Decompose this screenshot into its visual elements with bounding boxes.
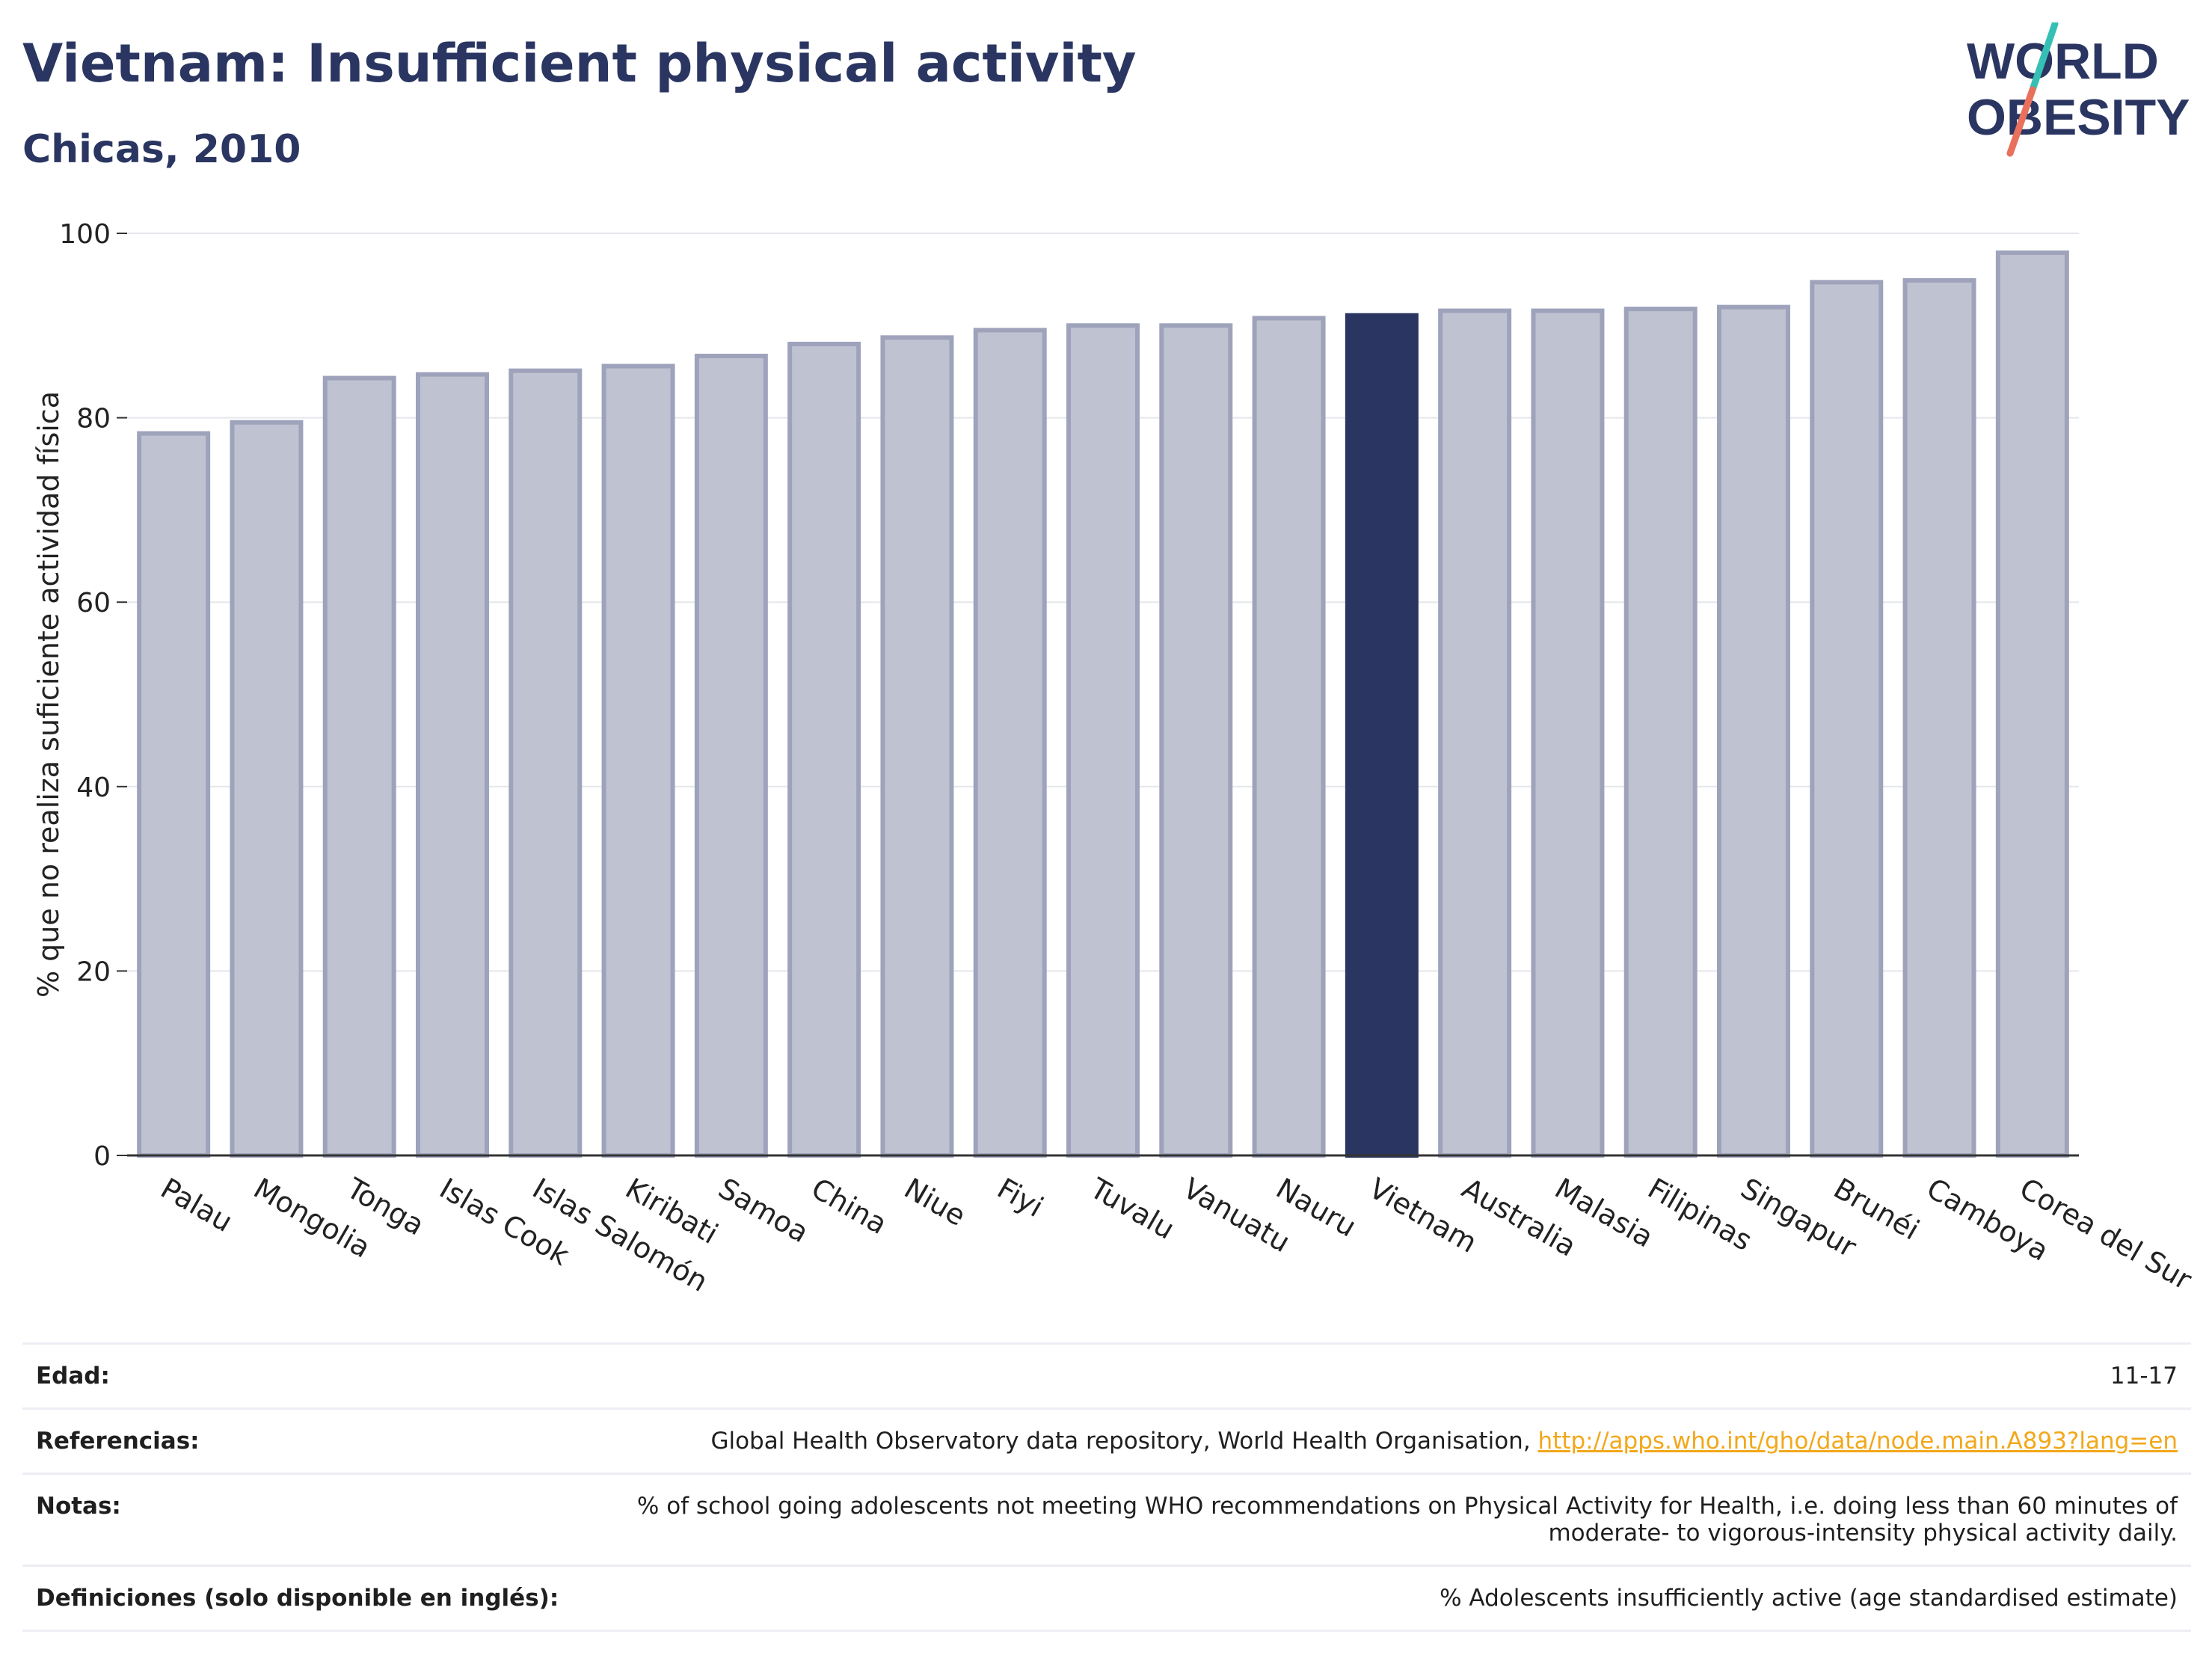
chart-title: Vietnam: Insufficient physical activity — [22, 33, 1137, 94]
footer-value: % Adolescents insufficiently active (age… — [1440, 1585, 2178, 1612]
bar-nauru — [1252, 316, 1326, 1158]
y-tick-label: 20 — [76, 957, 111, 987]
bar-mongolia — [230, 420, 304, 1158]
bar-filipinas — [1623, 307, 1698, 1158]
x-tick-label: Filipinas — [1642, 1172, 1757, 1257]
footer-row-notes: Notas: % of school going adolescents not… — [22, 1473, 2191, 1565]
footer-label: Notas: — [36, 1493, 121, 1520]
bar-niue — [880, 335, 954, 1158]
y-tick-label: 60 — [76, 588, 111, 618]
bar-tonga — [322, 375, 396, 1158]
x-tick-label: Palau — [156, 1172, 239, 1238]
bar-kiribati — [601, 363, 675, 1158]
bar-china — [787, 341, 861, 1158]
footer-label: Referencias: — [36, 1428, 200, 1455]
footer-label: Definiciones (solo disponible en inglés)… — [36, 1585, 559, 1612]
logo-word-obesity: OBESITY — [1967, 89, 2190, 146]
x-tick-label: Vanuatu — [1178, 1172, 1296, 1259]
y-axis-label: % que no realiza suficiente actividad fí… — [32, 391, 65, 998]
y-tick-label: 0 — [93, 1141, 111, 1172]
bar-vanuatu — [1159, 323, 1233, 1158]
footer-value: Global Health Observatory data repositor… — [710, 1428, 2178, 1455]
x-tick-label: China — [806, 1172, 893, 1241]
reference-link[interactable]: http://apps.who.int/gho/data/node.main.A… — [1537, 1428, 2178, 1455]
footer-label: Edad: — [36, 1363, 110, 1390]
world-obesity-logo: WORLD OBESITY — [1967, 22, 2190, 157]
bar-australia — [1438, 308, 1512, 1158]
footer-value: 11-17 — [2110, 1363, 2178, 1390]
bar-camboya — [1902, 277, 1976, 1158]
bar-fiyi — [973, 328, 1047, 1158]
x-tick-label: Niue — [899, 1172, 971, 1232]
footer-row-definitions: Definiciones (solo disponible en inglés)… — [22, 1565, 2191, 1632]
x-tick-label: Samoa — [713, 1172, 814, 1250]
y-tick-label: 40 — [76, 773, 111, 803]
y-tick-label: 80 — [76, 404, 111, 435]
footer-row-age: Edad: 11-17 — [22, 1342, 2191, 1407]
bar-vietnam — [1345, 313, 1419, 1158]
bar-palau — [137, 431, 211, 1158]
footer-value: % of school going adolescents not meetin… — [636, 1493, 2178, 1547]
y-tick-label: 100 — [59, 219, 111, 250]
x-tick-label: Tuvalu — [1084, 1171, 1180, 1246]
bar-singapur — [1717, 304, 1790, 1158]
chart-subtitle: Chicas, 2010 — [22, 127, 301, 172]
bar-corea-del-sur — [1995, 250, 2069, 1158]
bar-islas-salomón — [509, 368, 583, 1158]
bar-brunéi — [1810, 280, 1884, 1158]
footer-row-references: Referencias: Global Health Observatory d… — [22, 1407, 2191, 1473]
y-axis-ticks: 0 20 40 60 80 100 — [59, 219, 127, 1172]
x-tick-label: Fiyi — [992, 1172, 1048, 1223]
logo-slash-coral — [2006, 86, 2036, 157]
reference-text: Global Health Observatory data repositor… — [710, 1428, 1538, 1455]
bar-tuvalu — [1066, 323, 1140, 1158]
chart-footer: Edad: 11-17 Referencias: Global Health O… — [22, 1342, 2191, 1632]
bars — [137, 250, 2069, 1158]
bar-islas-cook — [416, 372, 489, 1158]
logo-word-world: WORLD — [1967, 33, 2159, 90]
logo-slash-teal — [2029, 22, 2059, 93]
bar-malasia — [1531, 308, 1605, 1158]
bar-samoa — [694, 353, 768, 1158]
